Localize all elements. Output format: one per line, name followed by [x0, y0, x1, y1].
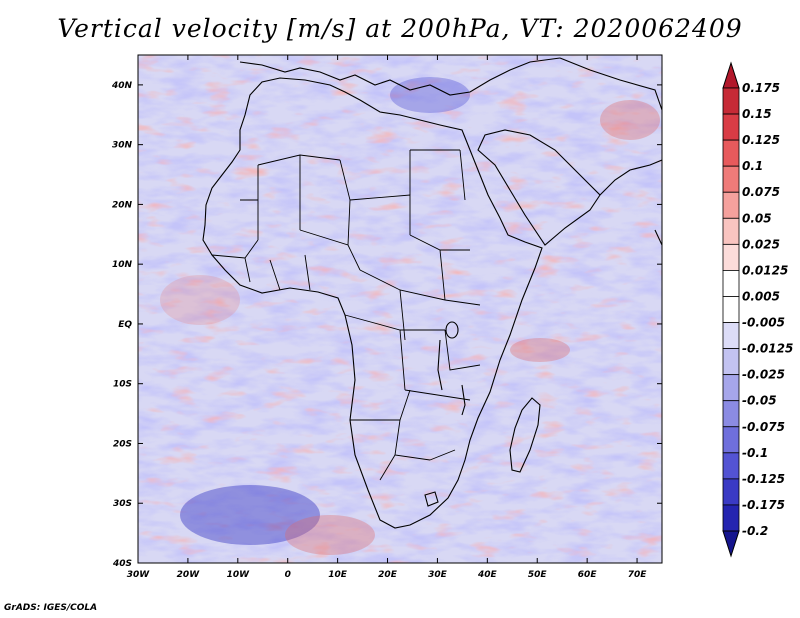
descent-region-mediterranean — [390, 77, 470, 113]
lat-tick-label: 20S — [113, 439, 132, 449]
colorbar-label: -0.005 — [742, 316, 785, 330]
colorbar-bottom-triangle — [722, 530, 740, 558]
lesotho-border — [424, 491, 439, 507]
colorbar-segment — [722, 243, 740, 271]
colorbar-label: 0.0125 — [742, 263, 788, 277]
europe-coastline — [239, 57, 561, 96]
colorbar-label: -0.0125 — [742, 342, 793, 356]
colorbar-segment — [722, 426, 740, 454]
lon-tick-label: 50E — [528, 570, 548, 580]
lat-tick-label: 10S — [113, 380, 132, 390]
colorbar-segment — [722, 504, 740, 532]
colorbar-segment — [722, 191, 740, 219]
footer-credit: GrADS: IGES/COLA — [4, 603, 98, 613]
colorbar-label: -0.2 — [742, 524, 768, 538]
ascent-region-indian-ocean — [510, 338, 570, 362]
colorbar-segment — [722, 113, 740, 141]
colorbar-segment — [722, 452, 740, 480]
lat-tick-label: EQ — [118, 320, 132, 330]
lon-tick-label: 60E — [578, 570, 598, 580]
colorbar-segment — [722, 348, 740, 376]
ascent-region-atlantic — [160, 275, 240, 325]
lon-tick-label: 0 — [285, 570, 291, 580]
lat-tick-label: 40S — [112, 559, 132, 569]
lat-tick-label: 40N — [111, 81, 133, 91]
colorbar-top-triangle — [722, 61, 740, 89]
colorbar-label: 0.075 — [742, 185, 780, 199]
colorbar-label: -0.025 — [742, 368, 785, 382]
colorbar-segment — [722, 270, 740, 297]
colorbar-label: 0.025 — [742, 237, 780, 251]
colorbar-segment — [722, 87, 740, 115]
colorbar-label: -0.175 — [742, 498, 785, 512]
lon-tick-label: 20E — [378, 570, 398, 580]
colorbar-label: 0.05 — [742, 211, 772, 225]
lat-tick-label: 30N — [112, 141, 133, 151]
lon-tick-label: 70E — [628, 570, 648, 580]
colorbar-label: 0.005 — [742, 289, 780, 303]
lake-malawi — [461, 384, 466, 416]
country-borders — [211, 149, 481, 481]
africa-coastline — [202, 77, 543, 529]
ascent-band — [285, 515, 375, 555]
lat-tick-label: 10N — [112, 260, 133, 270]
coastlines — [202, 57, 662, 529]
latitude-axis: 40N 30N 20N 10N EQ 10S 20S 30S 40S — [111, 81, 662, 569]
colorbar-segment — [722, 400, 740, 428]
vertical-velocity-field — [138, 55, 662, 563]
colorbar-label: 0.125 — [742, 133, 780, 147]
colorbar: 0.175 0.15 0.125 0.1 0.075 0.05 0.025 0.0125 0.0… — [722, 61, 793, 558]
plot-frame — [137, 54, 663, 564]
colorbar-label: -0.05 — [742, 394, 777, 408]
colorbar-segment — [722, 374, 740, 402]
lon-tick-label: 20W — [177, 570, 201, 580]
lake-tanganyika — [437, 339, 443, 391]
colorbar-label: 0.15 — [742, 107, 772, 121]
colorbar-segment — [722, 165, 740, 193]
strong-descent-region — [180, 485, 320, 545]
ascent-region-asia — [600, 100, 660, 140]
madagascar-coastline — [509, 397, 541, 473]
lon-tick-label: 10W — [227, 570, 251, 580]
colorbar-label: 0.1 — [742, 159, 763, 173]
colorbar-segment — [722, 478, 740, 506]
lon-tick-label: 30W — [127, 570, 151, 580]
colorbar-segment — [722, 139, 740, 167]
longitude-axis: 30W 20W 10W 0 10E 20E 30E 40E 50E 60E 70E — [127, 55, 647, 580]
colorbar-label: -0.075 — [742, 420, 785, 434]
map-title: Vertical velocity [m/s] at 200hPa, VT: 2… — [57, 14, 743, 43]
colorbar-label: 0.175 — [742, 81, 780, 95]
colorbar-label: -0.125 — [742, 472, 785, 486]
lon-tick-label: 30E — [428, 570, 448, 580]
lon-tick-label: 10E — [328, 570, 348, 580]
asia-coastline — [559, 57, 662, 246]
colorbar-label: -0.1 — [742, 446, 768, 460]
colorbar-segment — [722, 296, 740, 323]
colorbar-segment — [722, 217, 740, 245]
lake-victoria — [445, 321, 459, 339]
lat-tick-label: 30S — [113, 499, 132, 509]
lon-tick-label: 40E — [477, 570, 498, 580]
colorbar-segment — [722, 322, 740, 349]
lat-tick-label: 20N — [112, 200, 133, 210]
